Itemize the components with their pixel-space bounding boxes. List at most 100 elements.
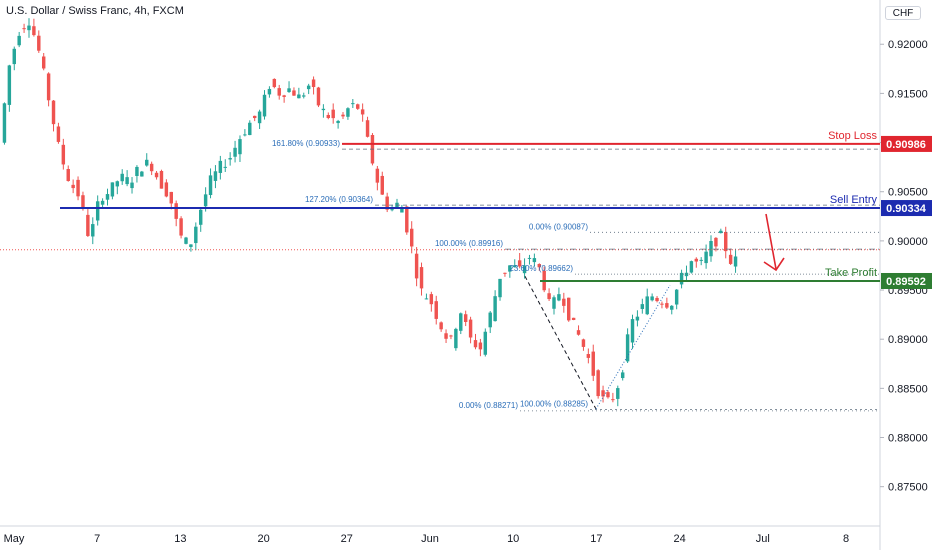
candle-body: [7, 65, 12, 105]
candle-body: [306, 85, 311, 90]
candle-body: [282, 95, 286, 97]
candle-body: [606, 392, 610, 398]
candle-body: [297, 94, 301, 99]
y-tick-label: 0.90500: [888, 187, 928, 199]
candle-body: [724, 231, 728, 252]
candle-body: [184, 237, 188, 244]
candle-body: [61, 144, 66, 165]
candle-body: [292, 90, 296, 96]
candle-body: [576, 330, 581, 335]
candle-body: [311, 79, 316, 88]
fib-level-label: 161.80% (0.90933): [272, 139, 340, 148]
candle-body: [719, 230, 723, 234]
candle-body: [635, 316, 640, 321]
candle-body: [733, 256, 738, 267]
candle-body: [115, 181, 120, 187]
currency-button[interactable]: CHF: [885, 6, 921, 20]
candle-body: [429, 294, 434, 305]
x-tick-label: 7: [94, 533, 100, 545]
candle-body: [149, 163, 154, 172]
candle-body: [252, 115, 257, 119]
candle-body: [591, 351, 595, 376]
candle-body: [709, 240, 713, 257]
candle-body: [238, 139, 242, 155]
x-tick-label: Jul: [756, 533, 770, 545]
candle-body: [630, 319, 635, 343]
candle-body: [571, 317, 576, 320]
candle-body: [650, 296, 654, 301]
candle-body: [714, 237, 718, 247]
candle-body: [463, 314, 468, 322]
level-badge-label: 0.90334: [886, 203, 927, 215]
y-tick-label: 0.88500: [888, 383, 928, 395]
y-tick-label: 0.91500: [888, 88, 928, 100]
candle-body: [169, 191, 173, 204]
candle-body: [331, 109, 335, 119]
candle-body: [620, 372, 625, 379]
candle-body: [625, 334, 630, 362]
candle-body: [596, 370, 600, 397]
candle-body: [287, 88, 291, 93]
candle-body: [120, 173, 124, 182]
candle-body: [434, 301, 438, 319]
candle-body: [503, 272, 507, 274]
candle-body: [91, 224, 95, 237]
candle-body: [130, 182, 134, 189]
candle-body: [694, 258, 699, 262]
candle-body: [179, 218, 183, 236]
candle-body: [17, 35, 21, 46]
fib-level-label: 0.00% (0.88271): [459, 401, 518, 410]
x-tick-label: 13: [174, 533, 186, 545]
candle-body: [277, 88, 281, 96]
level-badge: [881, 135, 932, 152]
y-tick-label: 0.87500: [888, 482, 928, 494]
candle-body: [321, 108, 326, 111]
candle-body: [645, 296, 649, 315]
candle-body: [208, 175, 213, 196]
x-tick-label: 20: [257, 533, 269, 545]
candle-body: [199, 209, 203, 225]
candle-body: [203, 194, 208, 207]
candle-body: [140, 171, 144, 177]
candle-body: [341, 114, 345, 117]
candle-body: [2, 103, 7, 143]
candle-body: [22, 28, 26, 30]
candle-body: [547, 293, 551, 300]
x-tick-label: Jun: [421, 533, 439, 545]
candle-body: [100, 200, 105, 205]
candle-body: [189, 244, 193, 247]
candle-body: [336, 120, 340, 124]
candle-body: [483, 331, 488, 355]
candle-body: [95, 201, 100, 221]
candle-body: [32, 26, 36, 36]
x-tick-label: 8: [843, 533, 849, 545]
x-tick-label: 24: [673, 533, 685, 545]
candle-body: [380, 175, 384, 195]
level-name-stop-loss: Stop Loss: [828, 130, 877, 142]
candle-body: [616, 388, 620, 399]
candle-body: [56, 126, 61, 142]
fib-level-label: 0.00% (0.90087): [529, 222, 588, 231]
candle-body: [365, 120, 370, 137]
fib-level-label: 23.60% (0.89662): [509, 264, 573, 273]
candle-body: [459, 313, 463, 331]
candle-body: [267, 88, 272, 95]
candle-body: [674, 289, 679, 305]
candle-body: [218, 160, 223, 173]
candle-body: [562, 298, 566, 306]
candle-body: [41, 56, 46, 69]
candle-body: [326, 114, 331, 119]
x-tick-label: 27: [341, 533, 353, 545]
candle-body: [586, 354, 591, 358]
candle-body: [488, 312, 492, 328]
candle-body: [537, 264, 541, 268]
candle-body: [145, 159, 149, 166]
candle-body: [552, 297, 556, 309]
candle-body: [76, 179, 80, 197]
candle-body: [670, 305, 674, 310]
candle-body: [699, 259, 703, 261]
candle-body: [213, 171, 218, 181]
candle-body: [262, 94, 267, 117]
candle-body: [414, 253, 419, 279]
